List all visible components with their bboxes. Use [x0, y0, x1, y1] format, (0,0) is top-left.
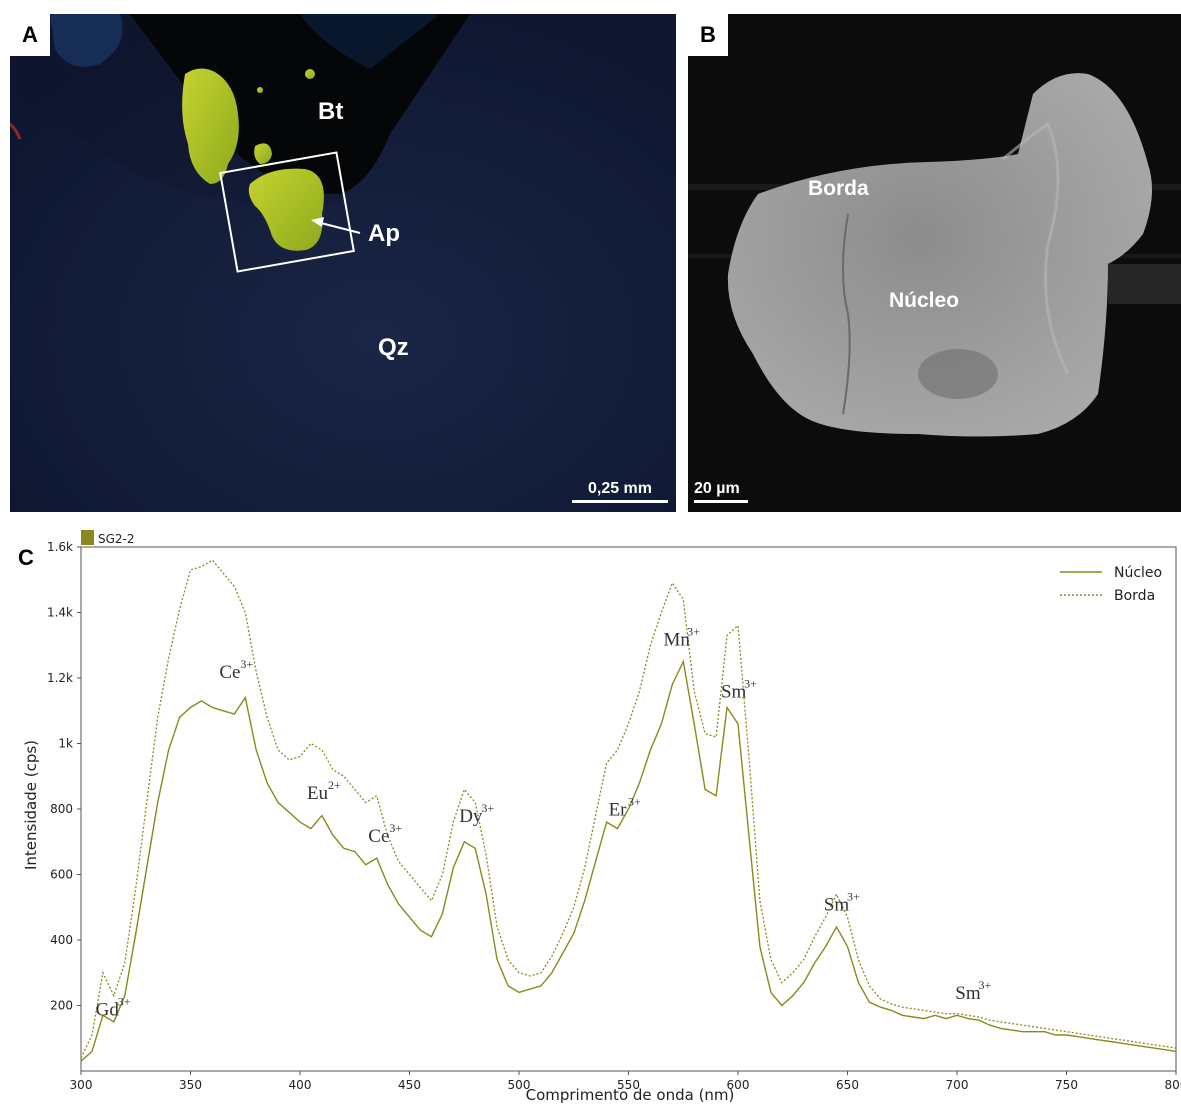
apatite-speck-2 — [257, 87, 263, 93]
peak-label-sm: Sm3+ — [721, 677, 757, 703]
panel-a-image — [10, 14, 676, 512]
peak-ion: Mn — [663, 629, 690, 650]
selection-box — [219, 151, 355, 273]
y-tick-label: 800 — [50, 802, 73, 816]
sample-label: SG2-2 — [98, 532, 135, 546]
x-tick-label: 450 — [398, 1078, 421, 1092]
peak-charge: 3+ — [978, 978, 991, 992]
x-tick-label: 650 — [836, 1078, 859, 1092]
x-axis-title: Comprimento de onda (nm) — [526, 1086, 735, 1104]
x-tick-label: 550 — [617, 1078, 640, 1092]
spectrum-chart: SG2-2 200 400 600 800 1k 1.2k 1.4k 1.6k 300 350 4… — [22, 530, 1181, 1104]
scalebar-a-label: 0,25 mm — [587, 480, 653, 497]
legend: Núcleo Borda — [1060, 565, 1162, 604]
peak-charge: 3+ — [628, 795, 641, 809]
peak-ion: Dy — [459, 806, 483, 827]
peak-charge: 3+ — [687, 624, 700, 638]
y-tick-label: 1.6k — [47, 540, 73, 554]
peak-label-ce: Ce 3+ — [368, 821, 402, 847]
label-nucleo: Núcleo — [889, 289, 960, 312]
panel-c-letter: C — [18, 545, 34, 570]
scalebar-b-label: 20 µm — [694, 480, 740, 497]
y-tick-label: 600 — [50, 868, 73, 882]
apatite-grain-3 — [248, 168, 324, 251]
x-tick-label: 800 — [1165, 1078, 1181, 1092]
peak-ion: Sm — [824, 895, 850, 916]
y-axis: 200 400 600 800 1k 1.2k 1.4k 1.6k — [47, 540, 81, 1013]
peak-label-mn: Mn3+ — [663, 624, 700, 650]
y-tick-label: 1k — [58, 737, 73, 751]
legend-label: Núcleo — [1114, 565, 1162, 581]
scalebar-b: 20 µm — [694, 480, 752, 503]
red-speck — [10, 122, 22, 140]
x-tick-label: 750 — [1055, 1078, 1078, 1092]
apatite-grain-2 — [254, 143, 272, 164]
peak-charge: 3+ — [847, 890, 860, 904]
ap-arrow-line — [316, 221, 361, 234]
series-layer — [80, 559, 1177, 1062]
peak-label-sm: Sm3+ — [824, 890, 860, 916]
ap-arrow-head — [311, 217, 324, 227]
peak-charge: 3+ — [240, 657, 253, 671]
peak-ion: Sm — [721, 682, 747, 703]
panel-b-cl-image: B Borda Núcleo 20 µm — [688, 14, 1181, 512]
x-tick-label: 350 — [179, 1078, 202, 1092]
peak-ion: Eu — [307, 783, 329, 804]
apatite-grain — [727, 73, 1152, 437]
y-tick-label: 200 — [50, 999, 73, 1013]
biotite-grain — [130, 14, 470, 194]
x-tick-label: 500 — [508, 1078, 531, 1092]
x-axis: 300 350 400 450 500 550 600 650 700 750 800 — [70, 1071, 1181, 1092]
panel-a-micrograph: A Bt Ap Qz 0,25 mm — [10, 14, 676, 512]
x-tick-label: 400 — [289, 1078, 312, 1092]
peak-label-sm: Sm3+ — [955, 978, 991, 1004]
apatite-speck-1 — [305, 69, 315, 79]
sample-swatch — [81, 530, 94, 545]
x-tick-label: 300 — [70, 1078, 93, 1092]
peak-charge: 2+ — [328, 778, 341, 792]
y-axis-title: Intensidade (cps) — [22, 740, 40, 870]
series-ncleo — [80, 659, 1177, 1062]
upper-blue-tint — [215, 14, 440, 69]
x-tick-label: 600 — [727, 1078, 750, 1092]
legend-label: Borda — [1114, 588, 1155, 604]
crack — [842, 213, 851, 415]
peak-charge: 3+ — [744, 677, 757, 691]
peak-annotations: Gd3+Ce 3+Eu 2+Ce 3+Dy3+ Er 3+Mn3+Sm3+Sm3+Sm3+ — [96, 624, 992, 1020]
y-tick-label: 400 — [50, 933, 73, 947]
y-tick-label: 1.4k — [47, 606, 73, 620]
peak-ion: Er — [609, 800, 628, 821]
peak-label-eu: Eu 2+ — [307, 778, 341, 804]
panel-b-letter: B — [688, 14, 728, 56]
peak-ion: Ce — [219, 662, 240, 683]
panel-b-image — [688, 73, 1181, 437]
peak-ion: Sm — [955, 983, 981, 1004]
x-tick-label: 700 — [946, 1078, 969, 1092]
scalebar-a-bar — [572, 500, 668, 503]
series-borda — [80, 559, 1177, 1059]
label-borda: Borda — [808, 177, 869, 200]
blue-grain — [50, 14, 123, 67]
peak-ion: Ce — [368, 826, 389, 847]
panel-a-letter: A — [10, 14, 50, 56]
peak-charge: 3+ — [118, 994, 131, 1008]
scalebar-b-bar — [694, 500, 748, 503]
label-qz: Qz — [378, 334, 409, 361]
peak-label-dy: Dy3+ — [459, 801, 494, 827]
y-tick-label: 1.2k — [47, 671, 73, 685]
rim-zone-boundary — [1002, 121, 1070, 375]
peak-charge: 3+ — [481, 801, 494, 815]
peak-label-gd: Gd3+ — [96, 994, 131, 1020]
peak-ion: Gd — [96, 999, 120, 1020]
apatite-grain-1 — [182, 68, 239, 184]
label-bt: Bt — [318, 98, 344, 125]
peak-label-ce: Ce 3+ — [219, 657, 253, 683]
peak-charge: 3+ — [389, 821, 402, 835]
scan-band — [1108, 264, 1181, 304]
dark-zone — [918, 349, 998, 399]
scalebar-a: 0,25 mm — [572, 480, 668, 503]
peak-label-er: Er 3+ — [609, 795, 641, 821]
label-ap: Ap — [368, 220, 400, 247]
